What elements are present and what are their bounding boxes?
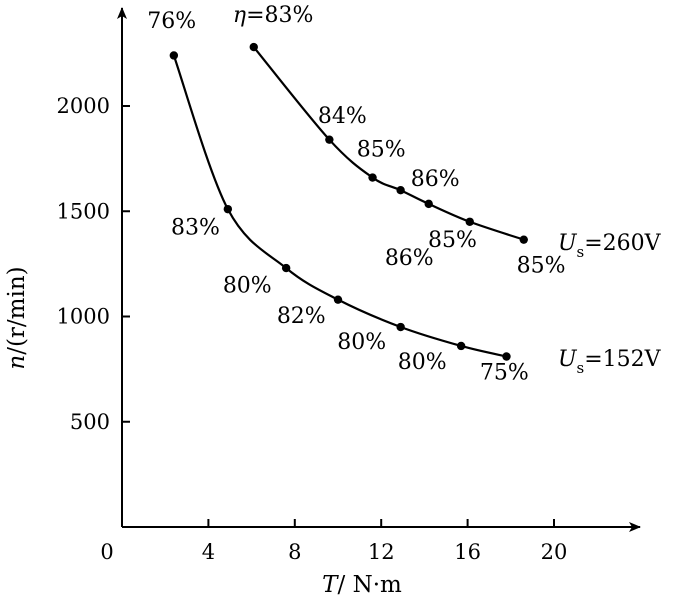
data-point	[325, 135, 334, 144]
series-line-1	[172, 55, 507, 358]
x-tick-label: 0	[100, 540, 113, 564]
x-tick-label: 16	[454, 540, 481, 564]
series-label-152v: Us=152V	[558, 347, 662, 377]
y-tick-label: 1500	[57, 199, 110, 223]
data-point	[424, 199, 433, 209]
data-point	[368, 173, 377, 182]
curves	[172, 46, 525, 358]
data-point	[519, 235, 528, 244]
x-tick-label: 20	[541, 540, 568, 564]
data-point	[281, 263, 291, 273]
efficiency-label: 83%	[171, 215, 220, 240]
points	[169, 42, 528, 361]
data-point	[396, 322, 405, 332]
efficiency-label: 85%	[357, 138, 406, 163]
x-tick-label: 8	[288, 540, 301, 564]
data-point	[169, 51, 179, 60]
data-point	[465, 217, 474, 226]
data-point	[333, 295, 343, 304]
data-point	[456, 341, 466, 351]
efficiency-label: 86%	[385, 246, 434, 271]
data-point	[502, 352, 511, 361]
efficiency-label: 76%	[147, 9, 196, 34]
efficiency-label: 80%	[398, 350, 447, 375]
efficiency-label: 80%	[223, 273, 272, 298]
efficiency-label: 80%	[337, 330, 386, 355]
y-tick-label: 2000	[57, 94, 110, 118]
efficiency-label: 82%	[277, 304, 326, 329]
data-point	[223, 204, 233, 214]
efficiency-label: η=83%	[233, 3, 314, 28]
efficiency-label: 85%	[428, 228, 477, 253]
labels: η=83%84%85%86%86%85%85%76%83%80%82%80%80…	[147, 3, 565, 386]
x-tick-label: 4	[202, 540, 215, 564]
series-label-260v: Us=260V	[558, 231, 662, 261]
ticks: 0 4 8 12 16 20 500 1000 1500 2000	[57, 94, 568, 564]
y-tick-label: 1000	[57, 305, 110, 329]
y-axis-title: n/(r/min)	[4, 266, 30, 369]
x-axis-title: T/ N·m	[322, 572, 402, 598]
efficiency-label: 75%	[480, 361, 529, 386]
efficiency-label: 85%	[517, 253, 566, 278]
efficiency-label: 86%	[411, 167, 460, 192]
data-point	[249, 42, 258, 52]
y-tick-label: 500	[70, 410, 110, 434]
efficiency-label: 84%	[318, 104, 367, 129]
data-point	[396, 186, 405, 195]
x-tick-label: 12	[368, 540, 395, 564]
